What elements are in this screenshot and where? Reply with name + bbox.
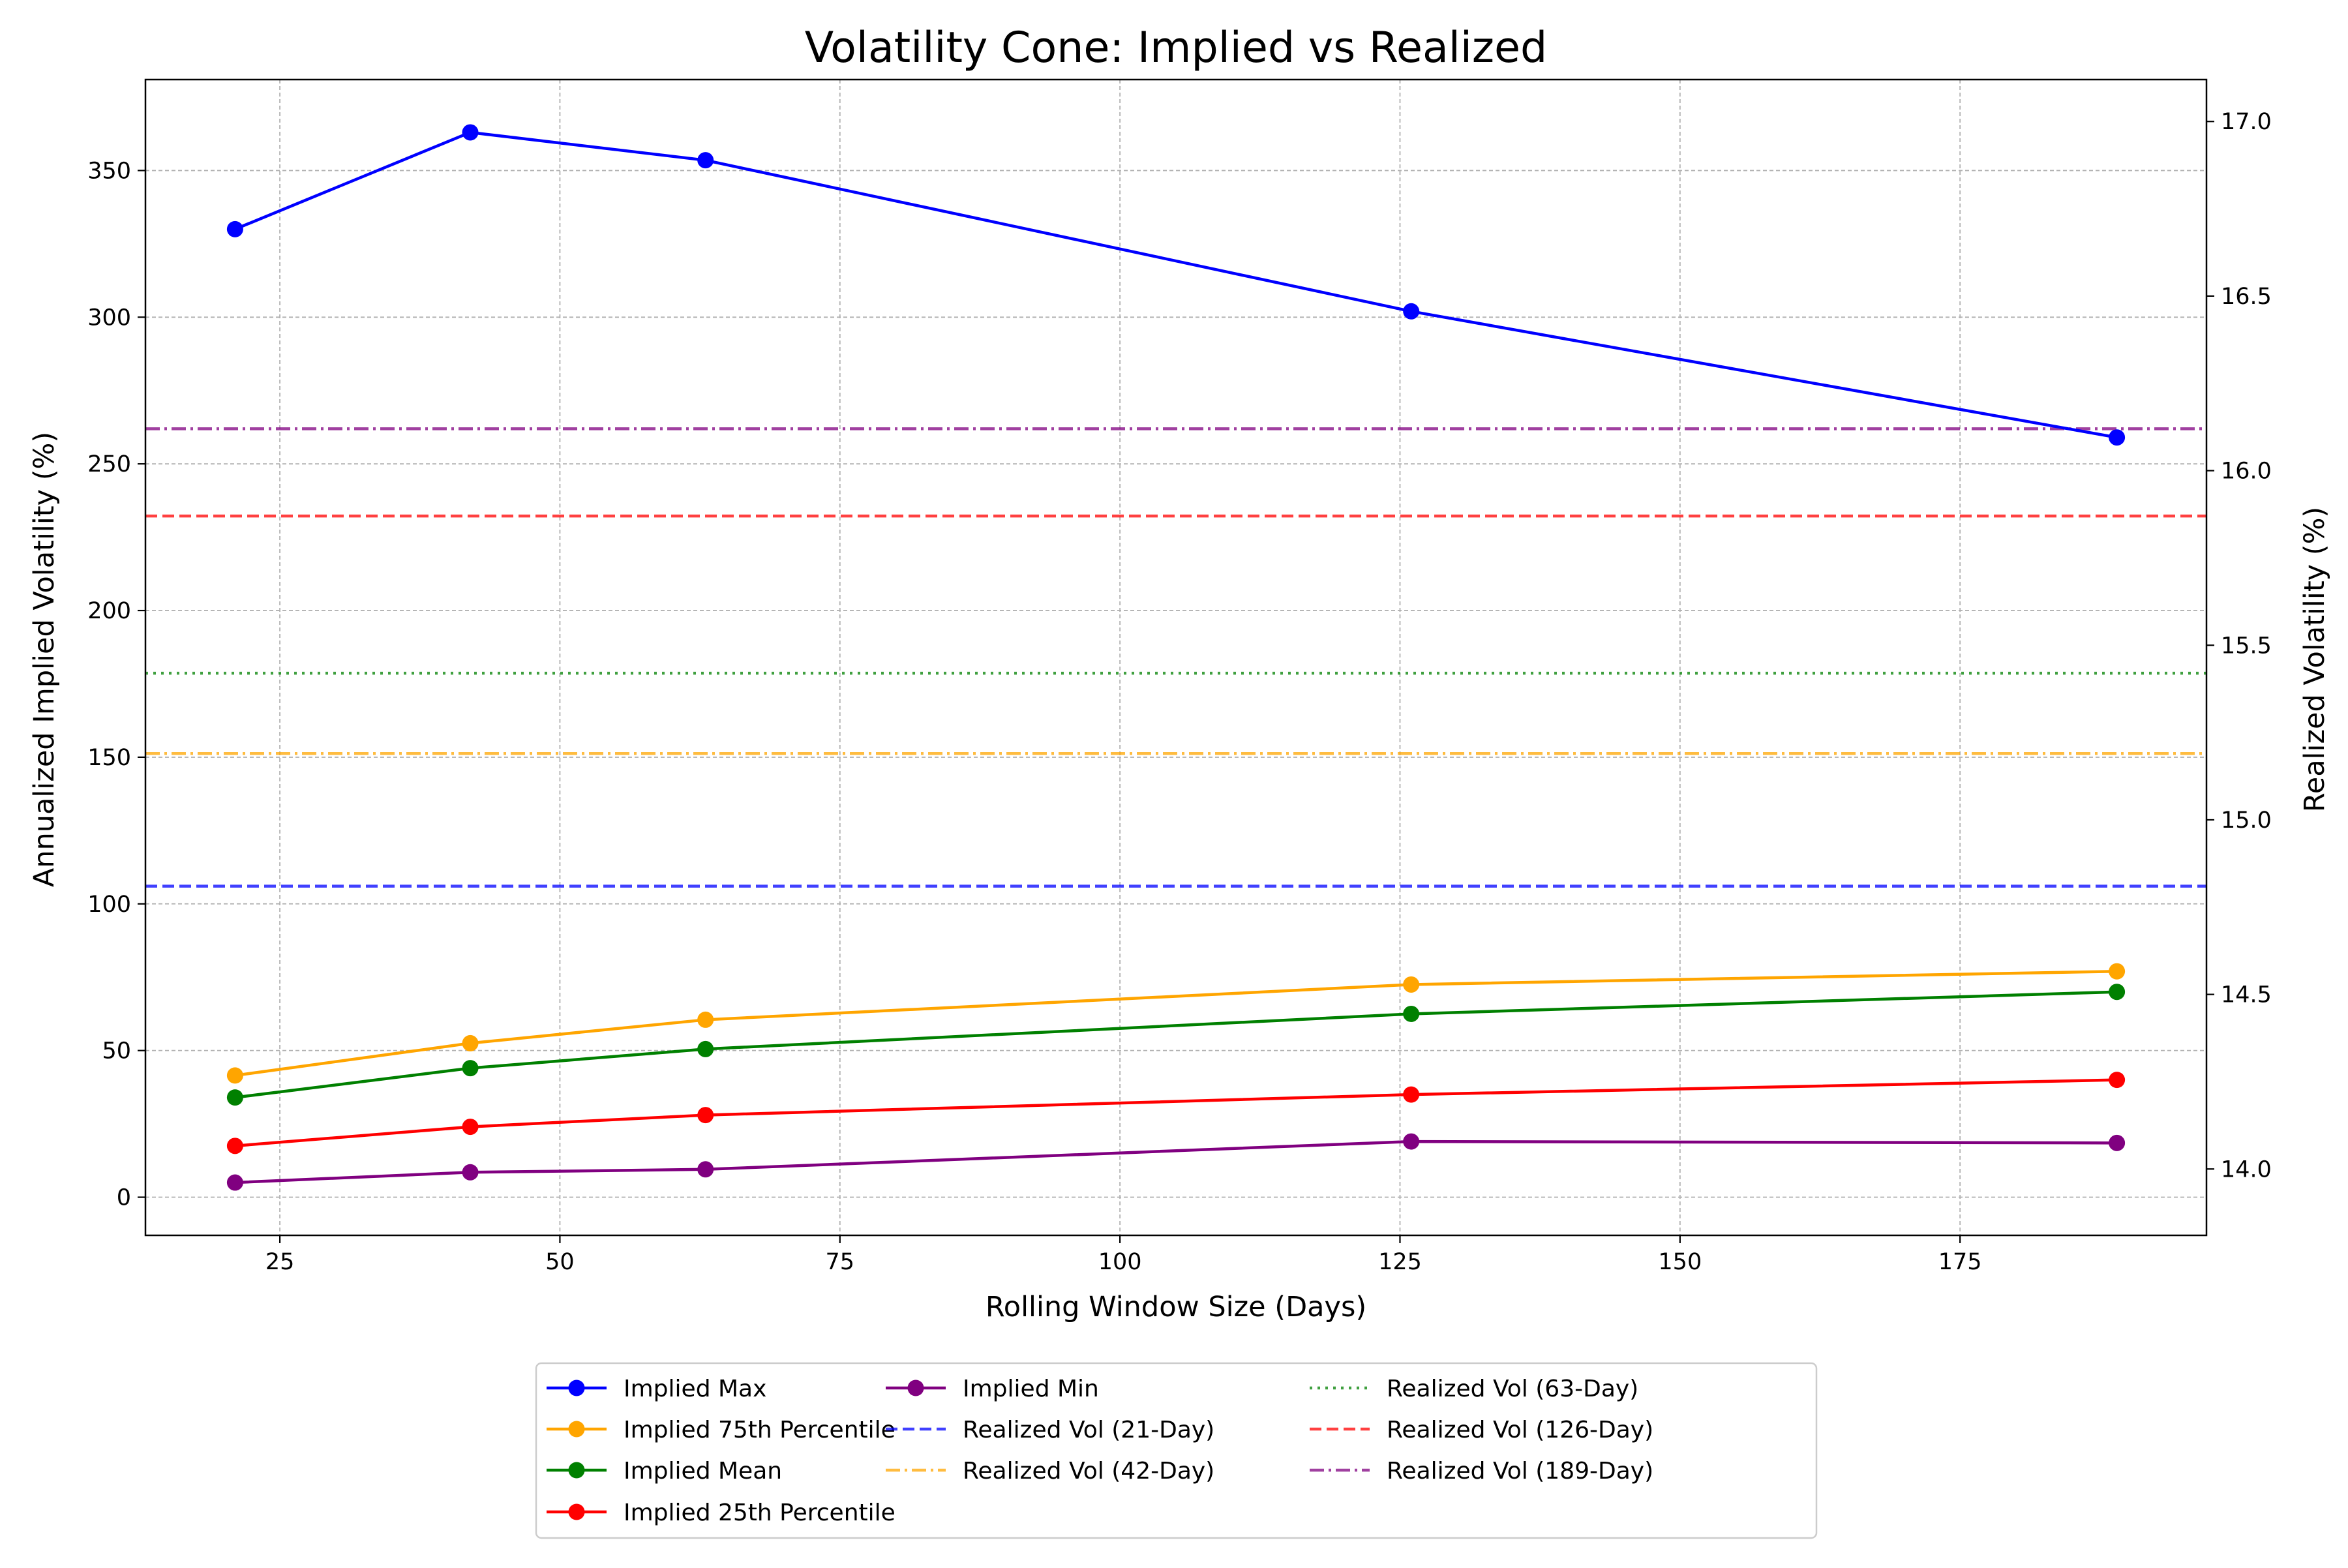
implied-max-point: [697, 152, 714, 169]
y-tick-label: 350: [87, 158, 131, 184]
implied-25th-percentile-point: [462, 1119, 479, 1136]
y-tick-label: 200: [87, 598, 131, 624]
legend-marker: [568, 1380, 585, 1396]
legend-label: Implied Mean: [624, 1458, 782, 1485]
legend-item-implied-max: Implied Max: [547, 1376, 766, 1402]
legend-marker: [568, 1462, 585, 1479]
legend-item-realized-vol-42-day: Realized Vol (42-Day): [886, 1458, 1214, 1485]
y2-tick-label: 16.0: [2221, 459, 2272, 485]
y-tick-label: 150: [87, 745, 131, 771]
x-tick-label: 100: [1098, 1249, 1142, 1275]
y-axis-left: 0 50 100 150 200 250 300 350: [87, 158, 145, 1211]
legend-marker: [568, 1503, 585, 1520]
legend-label: Realized Vol (21-Day): [963, 1417, 1214, 1443]
legend-marker: [907, 1380, 924, 1396]
implied-75th-percentile-point: [1403, 976, 1420, 993]
implied-mean-point: [462, 1060, 479, 1077]
y2-tick-label: 14.5: [2221, 982, 2272, 1008]
x-axis-label: Rolling Window Size (Days): [986, 1291, 1366, 1323]
y2-tick-label: 14.0: [2221, 1156, 2272, 1183]
y-tick-label: 50: [102, 1038, 131, 1064]
legend-label: Implied Max: [624, 1376, 766, 1402]
legend-box: [535, 1362, 1818, 1539]
implied-75th-percentile-point: [226, 1067, 243, 1084]
legend-item-implied-mean: Implied Mean: [547, 1458, 782, 1485]
y-tick-label: 0: [117, 1185, 131, 1211]
grid: [145, 80, 2206, 1235]
legend-item-implied-min: Implied Min: [886, 1376, 1099, 1402]
implied-min-point: [2109, 1134, 2126, 1151]
implied-75th-percentile-point: [462, 1034, 479, 1051]
x-tick-label: 125: [1378, 1249, 1422, 1275]
implied-mean-point: [2109, 984, 2126, 1001]
implied-25th-percentile-series: [226, 1072, 2126, 1154]
legend-label: Realized Vol (63-Day): [1387, 1376, 1638, 1402]
legend-label: Implied 25th Percentile: [624, 1500, 896, 1526]
x-tick-label: 75: [826, 1249, 855, 1275]
implied-min-point: [697, 1161, 714, 1178]
implied-mean-point: [697, 1040, 714, 1057]
plot-frame: [144, 78, 2208, 1237]
implied-max-point: [462, 124, 479, 141]
legend-label: Implied 75th Percentile: [624, 1417, 896, 1443]
y2-tick-label: 17.0: [2221, 109, 2272, 135]
legend-label: Realized Vol (42-Day): [963, 1458, 1214, 1485]
implied-mean-point: [1403, 1005, 1420, 1022]
realized-lines: [145, 427, 2206, 888]
implied-25th-percentile-point: [2109, 1072, 2126, 1089]
legend-marker: [568, 1421, 585, 1438]
implied-25th-percentile-point: [226, 1138, 243, 1154]
implied-min-point: [462, 1164, 479, 1181]
chart-title: Volatility Cone: Implied vs Realized: [805, 23, 1548, 72]
x-tick-label: 50: [545, 1249, 575, 1275]
implied-75th-percentile-series: [226, 963, 2126, 1084]
implied-max-point: [226, 220, 243, 237]
implied-25th-percentile-point: [1403, 1086, 1420, 1103]
implied-max-point: [2109, 429, 2126, 446]
legend-item-realized-vol-21-day: Realized Vol (21-Day): [886, 1417, 1214, 1443]
y-tick-label: 100: [87, 892, 131, 918]
legend: Implied Max Implied 75th Percentile Implie…: [535, 1362, 1818, 1539]
x-tick-label: 175: [1938, 1249, 1982, 1275]
implied-mean-series: [226, 984, 2126, 1106]
y2-tick-label: 15.0: [2221, 807, 2272, 834]
legend-label: Realized Vol (126-Day): [1387, 1417, 1653, 1443]
implied-min-series: [226, 1133, 2126, 1191]
y-tick-label: 250: [87, 451, 131, 477]
y2-tick-label: 15.5: [2221, 633, 2272, 659]
implied-75th-percentile-point: [2109, 963, 2126, 980]
legend-item-realized-vol-63-day: Realized Vol (63-Day): [1310, 1376, 1638, 1402]
implied-min-point: [226, 1174, 243, 1191]
legend-item-implied-75th-percentile: Implied 75th Percentile: [547, 1417, 896, 1443]
x-axis: 25 50 75 100 125 150 175: [265, 1235, 1982, 1275]
implied-series: [226, 124, 2126, 1191]
y-tick-label: 300: [87, 305, 131, 331]
legend-label: Implied Min: [963, 1376, 1099, 1402]
implied-min-point: [1403, 1133, 1420, 1150]
implied-max-series: [226, 124, 2126, 446]
legend-items: Implied Max Implied 75th Percentile Implie…: [547, 1376, 1653, 1526]
y-axis-label: Annualized Implied Volatility (%): [28, 432, 61, 887]
y2-axis-label: Realized Volatility (%): [2298, 507, 2331, 812]
implied-max-point: [1403, 303, 1420, 320]
implied-75th-percentile-point: [697, 1011, 714, 1028]
legend-item-realized-vol-126-day: Realized Vol (126-Day): [1310, 1417, 1653, 1443]
y2-tick-label: 16.5: [2221, 284, 2272, 310]
legend-item-implied-25th-percentile: Implied 25th Percentile: [547, 1500, 896, 1526]
x-tick-label: 25: [265, 1249, 295, 1275]
y-axis-right: 14.0 14.5 15.0 15.5 16.0 16.5 17.0: [2206, 109, 2272, 1183]
legend-label: Realized Vol (189-Day): [1387, 1458, 1653, 1485]
x-tick-label: 150: [1658, 1249, 1702, 1275]
implied-mean-point: [226, 1089, 243, 1106]
implied-25th-percentile-point: [697, 1107, 714, 1124]
legend-item-realized-vol-189-day: Realized Vol (189-Day): [1310, 1458, 1653, 1485]
